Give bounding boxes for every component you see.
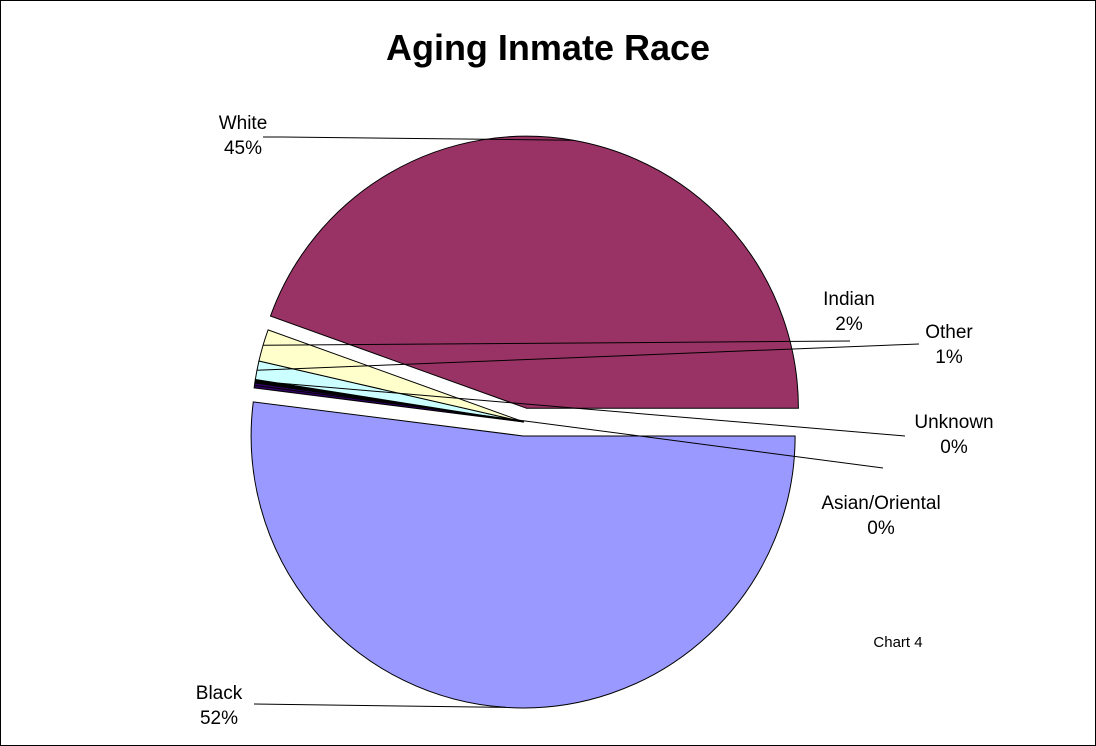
slice-percent-unknown: 0% bbox=[940, 437, 968, 458]
slice-label-white: White bbox=[219, 113, 268, 134]
slice-percent-other: 1% bbox=[935, 347, 963, 368]
chart-title: Aging Inmate Race bbox=[385, 27, 711, 68]
pie-slice-black bbox=[250, 401, 796, 709]
leader-line-black bbox=[253, 703, 507, 708]
leader-line-unknown bbox=[255, 380, 906, 437]
leader-line-asian-oriental bbox=[254, 384, 884, 469]
slice-label-black: Black bbox=[196, 683, 243, 704]
slice-percent-black: 52% bbox=[200, 708, 238, 729]
slice-label-asian-oriental: Asian/Oriental bbox=[821, 493, 940, 514]
slice-label-unknown: Unknown bbox=[914, 412, 993, 433]
slice-label-other: Other bbox=[925, 322, 973, 343]
slice-label-indian: Indian bbox=[823, 289, 875, 310]
slice-percent-white: 45% bbox=[224, 138, 262, 159]
leader-line-white bbox=[263, 136, 574, 141]
leader-line-indian bbox=[263, 340, 851, 346]
pie-slice-indian bbox=[258, 329, 525, 423]
slice-percent-asian-oriental: 0% bbox=[867, 518, 895, 539]
chart-note: Chart 4 bbox=[873, 634, 922, 651]
slice-percent-indian: 2% bbox=[835, 314, 863, 335]
leader-line-other bbox=[256, 343, 920, 371]
